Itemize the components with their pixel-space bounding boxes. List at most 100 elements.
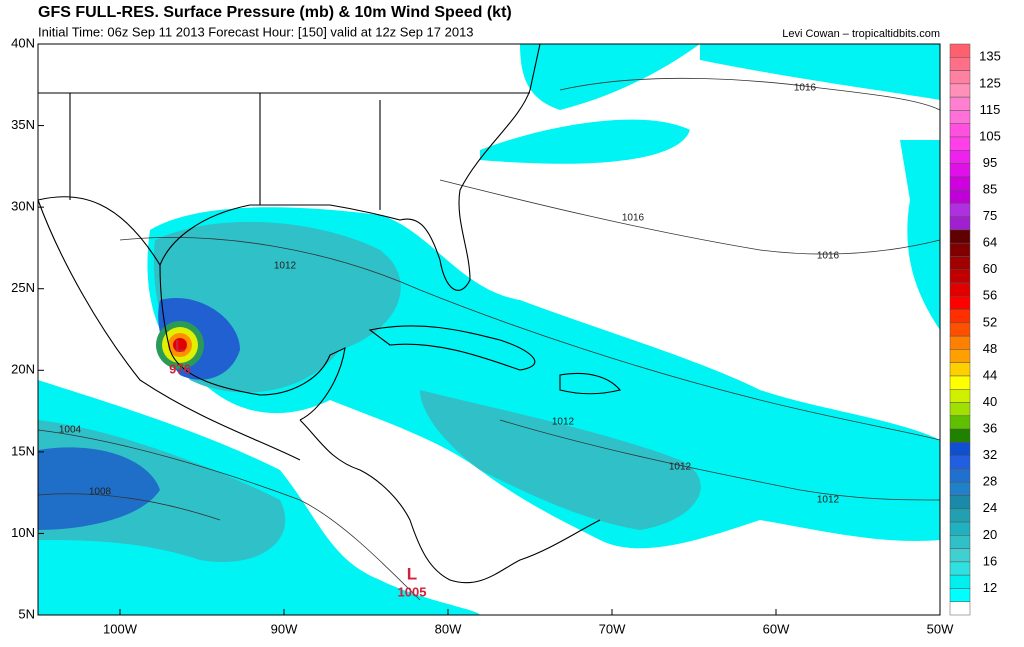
colorbar-swatch	[949, 203, 971, 217]
isobar	[559, 77, 941, 111]
colorbar-swatch	[949, 402, 971, 417]
map-frame	[37, 43, 941, 616]
colorbar-label: 64	[983, 235, 997, 250]
colorbar-swatch	[949, 282, 971, 297]
colorbar-label: 105	[979, 128, 1001, 143]
colorbar-swatch	[949, 535, 971, 549]
lon-label: 100W	[103, 621, 138, 636]
low-pressure: 1005	[398, 584, 427, 599]
colorbar-swatch	[949, 468, 971, 483]
wind-field	[420, 390, 701, 530]
colorbar-label: 44	[983, 367, 997, 382]
colorbar-swatch	[949, 362, 971, 377]
colorbar-swatch	[949, 389, 971, 403]
lon-label: 80W	[435, 621, 462, 636]
colorbar-swatch	[949, 588, 971, 602]
colorbar-swatch	[949, 349, 971, 363]
colorbar-label: 125	[979, 75, 1001, 90]
subtitle: Initial Time: 06z Sep 11 2013 Forecast H…	[38, 24, 474, 39]
contour-label: 1016	[817, 251, 840, 262]
lat-label: 20N	[11, 362, 35, 377]
colorbar-label: 16	[983, 553, 997, 568]
colorbar-swatch	[949, 335, 971, 350]
lon-label: 50W	[927, 621, 954, 636]
isobar	[119, 237, 941, 441]
colorbar-swatch	[949, 43, 971, 58]
colorbar-swatch	[949, 70, 971, 85]
colorbar-swatch	[949, 176, 971, 191]
colorbar-label: 48	[983, 341, 997, 356]
wind-field	[480, 119, 690, 164]
colorbar-swatch	[949, 229, 971, 244]
contour-label: 1004	[59, 425, 82, 436]
colorbar-swatch	[949, 123, 971, 138]
low-symbol: L	[407, 564, 417, 583]
colorbar-label: 40	[983, 394, 997, 409]
wind-field	[520, 44, 700, 110]
colorbar-swatch	[949, 256, 971, 270]
colorbar-swatch	[949, 455, 971, 470]
colorbar-swatch	[949, 375, 971, 390]
isobar	[499, 419, 941, 501]
colorbar-swatch	[949, 269, 971, 284]
colorbar-label: 32	[983, 447, 997, 462]
colorbar-swatch	[949, 189, 971, 204]
lon-label: 90W	[271, 621, 298, 636]
colorbar-label: 135	[979, 49, 1001, 64]
lat-label: 40N	[11, 35, 35, 50]
colorbar-swatch	[949, 57, 971, 71]
colorbar-swatch	[949, 548, 971, 563]
colorbar-swatch	[949, 415, 971, 430]
low-pressure: 976	[169, 361, 191, 376]
contour-label: 1012	[669, 462, 692, 473]
colorbar-swatch	[949, 508, 971, 523]
colorbar-label: 36	[983, 421, 997, 436]
map-panel	[37, 43, 941, 616]
colorbar-swatch	[949, 309, 971, 324]
coastline	[37, 199, 301, 461]
contour-label: 1008	[89, 487, 112, 498]
colorbar-swatch	[949, 574, 971, 589]
credit: Levi Cowan – tropicaltidbits.com	[782, 28, 940, 40]
colorbar-swatch	[949, 495, 971, 510]
title: GFS FULL-RES. Surface Pressure (mb) & 10…	[38, 4, 512, 21]
colorbar-label: 75	[983, 208, 997, 223]
lat-label: 25N	[11, 280, 35, 295]
colorbar-swatch	[949, 136, 971, 151]
lat-label: 30N	[11, 199, 35, 214]
colorbar-swatch	[949, 149, 971, 164]
low-symbol: L	[175, 336, 185, 355]
colorbar-label: 52	[983, 314, 997, 329]
colorbar-swatch	[949, 322, 971, 337]
contour-label: 1016	[794, 83, 817, 94]
lat-label: 10N	[11, 525, 35, 540]
lat-label: 5N	[18, 606, 35, 621]
colorbar-swatch	[949, 216, 971, 231]
colorbar-label: 12	[983, 580, 997, 595]
lon-label: 70W	[599, 621, 626, 636]
colorbar-swatch	[949, 296, 971, 310]
storm-core	[173, 338, 187, 352]
contour-label: 1012	[274, 261, 297, 272]
colorbar-label: 28	[983, 474, 997, 489]
contour-label: 1016	[622, 213, 645, 224]
isobar	[37, 429, 421, 601]
wind-field	[700, 44, 940, 100]
colorbar-swatch	[949, 163, 971, 178]
colorbar-swatch	[949, 561, 971, 576]
colorbar-swatch	[949, 521, 971, 536]
colorbar-swatch	[949, 110, 971, 124]
coastline	[368, 325, 536, 371]
colorbar-swatch	[949, 242, 971, 257]
coastline	[159, 43, 541, 291]
colorbar-swatch	[949, 601, 971, 616]
wind-field	[38, 447, 160, 530]
colorbar-label: 115	[980, 102, 1001, 117]
colorbar-swatch	[949, 96, 971, 111]
wind-field	[900, 140, 940, 330]
coastline	[159, 264, 346, 421]
colorbar-label: 95	[983, 155, 997, 170]
isobar	[37, 493, 221, 521]
contour-label: 1012	[552, 417, 575, 428]
lat-label: 35N	[11, 117, 35, 132]
